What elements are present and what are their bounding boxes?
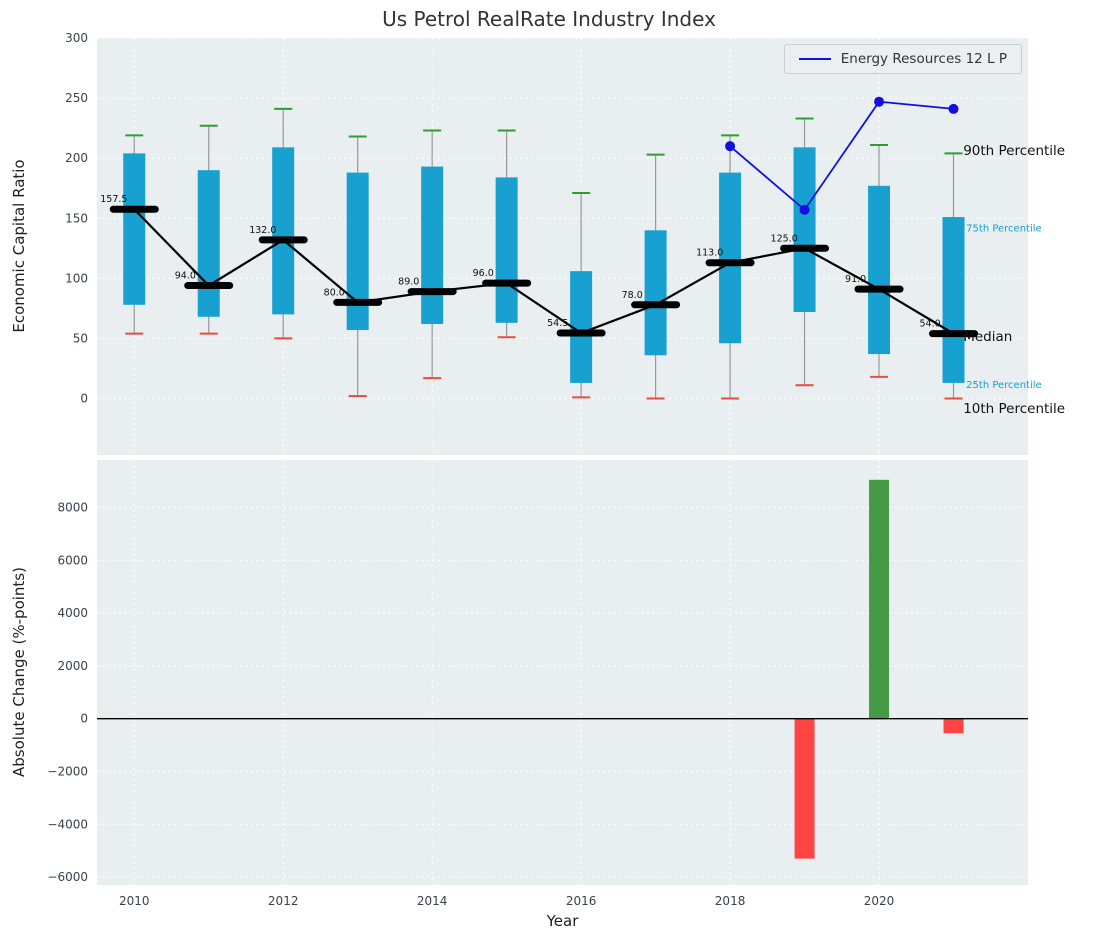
x-tick-label: 2016 (566, 894, 597, 908)
bottom-y-tick-label: 6000 (57, 553, 88, 567)
iqr-box-2019 (794, 147, 816, 312)
overlay-point-2021 (949, 104, 959, 114)
median-value-label: 113.0 (696, 248, 723, 259)
median-value-label: 80.0 (324, 287, 345, 298)
bottom-y-tick-label: −2000 (47, 764, 88, 778)
legend: Energy Resources 12 L P (784, 44, 1022, 74)
chart-canvas: 0 50 100 150 200 250 300 −6000 −4000 −2000 0 2000 40… (0, 0, 1098, 942)
percentile-annotation: 90th Percentile (963, 143, 1065, 159)
iqr-box-2013 (347, 173, 369, 330)
bottom-y-tick-label: −6000 (47, 870, 88, 884)
iqr-box-2014 (421, 167, 443, 324)
legend-line-icon (799, 58, 831, 60)
top-y-tick-label: 250 (65, 91, 88, 105)
bottom-y-tick-label: 2000 (57, 659, 88, 673)
bottom-y-axis-label: Absolute Change (%-points) (10, 522, 28, 822)
iqr-box-2020 (868, 186, 890, 354)
percentile-annotation: 75th Percentile (966, 224, 1042, 235)
overlay-point-2019 (800, 205, 810, 215)
median-value-label: 132.0 (249, 225, 276, 236)
median-value-label: 96.0 (473, 268, 494, 279)
x-axis-label: Year (97, 912, 1028, 930)
x-tick-label: 2018 (715, 894, 746, 908)
percentile-annotation: 10th Percentile (963, 401, 1065, 417)
top-y-tick-label: 0 (80, 392, 88, 406)
change-bar-2019 (795, 719, 815, 859)
median-value-label: 91.0 (845, 274, 866, 285)
overlay-point-2020 (874, 97, 884, 107)
top-y-tick-label: 300 (65, 31, 88, 45)
chart-title: Us Petrol RealRate Industry Index (0, 7, 1098, 31)
bottom-y-tick-label: −4000 (47, 817, 88, 831)
x-tick-label: 2010 (119, 894, 150, 908)
percentile-annotation: Median (963, 329, 1012, 345)
bottom-y-tick-label: 4000 (57, 606, 88, 620)
top-y-axis-label: Economic Capital Ratio (10, 96, 28, 396)
bottom-y-tick-label: 8000 (57, 501, 88, 515)
median-value-label: 54.0 (920, 319, 941, 330)
iqr-box-2017 (645, 230, 667, 355)
top-y-tick-label: 100 (65, 271, 88, 285)
bottom-y-tick-label: 0 (80, 712, 88, 726)
change-bar-2020 (869, 480, 889, 719)
x-tick-label: 2014 (417, 894, 448, 908)
median-value-label: 94.0 (175, 271, 196, 282)
iqr-box-2010 (123, 153, 145, 304)
top-y-tick-label: 150 (65, 211, 88, 225)
iqr-box-2015 (496, 177, 518, 322)
percentile-annotation: 25th Percentile (966, 380, 1042, 391)
median-value-label: 54.5 (547, 318, 568, 329)
iqr-box-2011 (198, 170, 220, 317)
legend-label: Energy Resources 12 L P (841, 51, 1007, 67)
median-value-label: 78.0 (622, 290, 643, 301)
median-value-label: 89.0 (398, 277, 419, 288)
figure: 0 50 100 150 200 250 300 −6000 −4000 −2000 0 2000 40… (0, 0, 1098, 942)
x-tick-label: 2020 (864, 894, 895, 908)
change-bar-2021 (944, 719, 964, 734)
overlay-point-2018 (725, 141, 735, 151)
median-value-label: 125.0 (771, 233, 798, 244)
iqr-box-2021 (943, 217, 965, 383)
median-value-label: 157.5 (100, 194, 127, 205)
top-y-tick-label: 50 (73, 331, 88, 345)
top-y-tick-label: 200 (65, 151, 88, 165)
x-tick-label: 2012 (268, 894, 299, 908)
